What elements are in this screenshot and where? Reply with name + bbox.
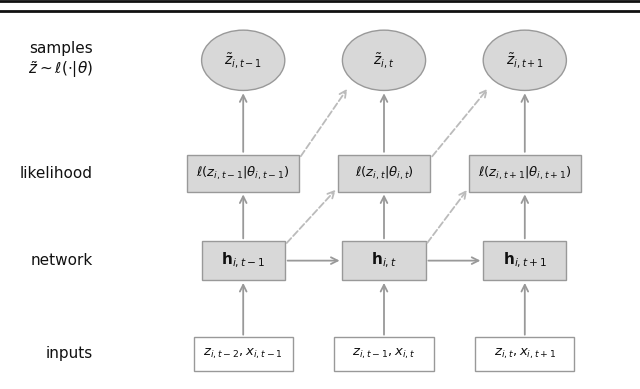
Text: $\mathbf{h}_{i,t-1}$: $\mathbf{h}_{i,t-1}$ xyxy=(221,251,266,270)
FancyBboxPatch shape xyxy=(334,337,434,370)
FancyBboxPatch shape xyxy=(187,155,300,191)
Ellipse shape xyxy=(342,30,426,91)
Text: $z_{i,t-1}, x_{i,t}$: $z_{i,t-1}, x_{i,t}$ xyxy=(352,347,416,361)
FancyBboxPatch shape xyxy=(342,241,426,280)
Ellipse shape xyxy=(483,30,566,91)
Text: samples
$\tilde{z} \sim \ell(\cdot|\theta)$: samples $\tilde{z} \sim \ell(\cdot|\thet… xyxy=(28,41,93,80)
Text: $\ell(z_{i,t}|\theta_{i,t})$: $\ell(z_{i,t}|\theta_{i,t})$ xyxy=(355,165,413,182)
FancyBboxPatch shape xyxy=(338,155,430,191)
Text: $z_{i,t-2}, x_{i,t-1}$: $z_{i,t-2}, x_{i,t-1}$ xyxy=(204,347,283,361)
FancyBboxPatch shape xyxy=(483,241,566,280)
FancyBboxPatch shape xyxy=(193,337,293,370)
Text: $\tilde{z}_{i,t+1}$: $\tilde{z}_{i,t+1}$ xyxy=(506,51,544,70)
Text: $\ell(z_{i,t+1}|\theta_{i,t+1})$: $\ell(z_{i,t+1}|\theta_{i,t+1})$ xyxy=(478,165,572,182)
FancyBboxPatch shape xyxy=(468,155,581,191)
Ellipse shape xyxy=(202,30,285,91)
FancyBboxPatch shape xyxy=(475,337,575,370)
Text: $\tilde{z}_{i,t-1}$: $\tilde{z}_{i,t-1}$ xyxy=(224,51,262,70)
Text: $\tilde{z}_{i,t}$: $\tilde{z}_{i,t}$ xyxy=(373,51,395,70)
Text: $z_{i,t}, x_{i,t+1}$: $z_{i,t}, x_{i,t+1}$ xyxy=(493,347,556,361)
Text: $\mathbf{h}_{i,t+1}$: $\mathbf{h}_{i,t+1}$ xyxy=(502,251,547,270)
Text: likelihood: likelihood xyxy=(20,166,93,180)
Text: network: network xyxy=(31,253,93,268)
FancyBboxPatch shape xyxy=(202,241,285,280)
Text: $\mathbf{h}_{i,t}$: $\mathbf{h}_{i,t}$ xyxy=(371,251,397,270)
Text: inputs: inputs xyxy=(45,347,93,361)
Text: $\ell(z_{i,t-1}|\theta_{i,t-1})$: $\ell(z_{i,t-1}|\theta_{i,t-1})$ xyxy=(196,165,290,182)
